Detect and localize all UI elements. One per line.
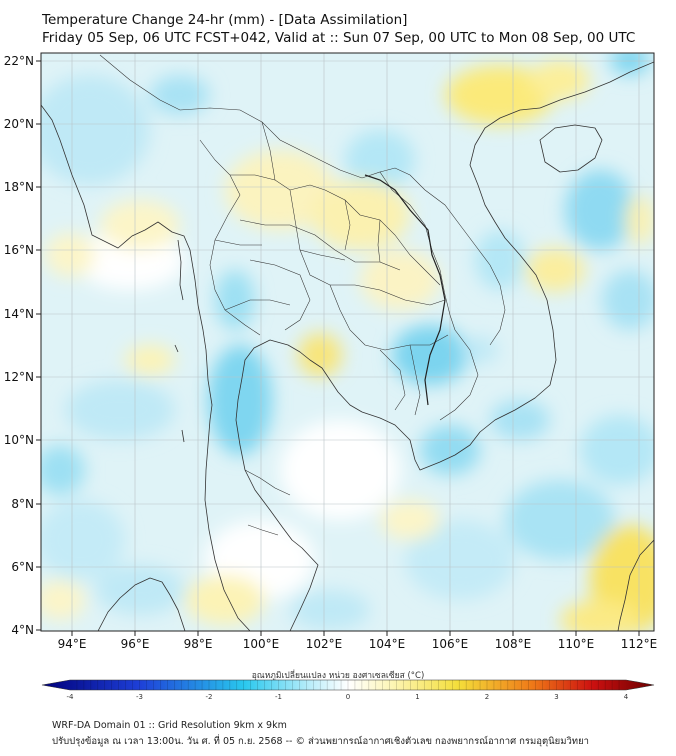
lat-label-10: 10°N (4, 433, 34, 447)
lat-label-14: 14°N (4, 307, 34, 321)
lat-label-22: 22°N (4, 54, 34, 68)
lon-label-110: 110°E (558, 637, 595, 651)
axis-ticks (36, 60, 640, 636)
map-subtitle: Friday 05 Sep, 06 UTC FCST+042, Valid at… (42, 30, 636, 46)
lat-label-16: 16°N (4, 243, 34, 257)
lat-label-20: 20°N (4, 117, 34, 131)
colorbar-title: อุณหภูมิเปลี่ยนแปลง หน่วย องศาเซลเซียส (… (251, 671, 425, 681)
mekong-border (364, 174, 446, 406)
lon-label-94: 94°E (58, 637, 87, 651)
lon-label-102: 102°E (306, 637, 343, 651)
lon-label-108: 108°E (495, 637, 532, 651)
map-frame (40, 52, 655, 632)
footer-update-info: ปรับปรุงข้อมูล ณ เวลา 13:00น. วัน ศ. ที่… (52, 736, 589, 747)
footer-model-info: WRF-DA Domain 01 :: Grid Resolution 9km … (52, 720, 287, 731)
lon-label-98: 98°E (184, 637, 213, 651)
map-title: Temperature Change 24-hr (mm) - [Data As… (42, 12, 408, 28)
lat-label-8: 8°N (11, 497, 34, 511)
lon-label-106: 106°E (432, 637, 469, 651)
lat-label-4: 4°N (11, 623, 34, 637)
lat-label-18: 18°N (4, 180, 34, 194)
lon-label-100: 100°E (243, 637, 280, 651)
coastlines (41, 61, 654, 631)
lat-label-6: 6°N (11, 560, 34, 574)
temperature-field (41, 53, 654, 631)
lon-label-96: 96°E (121, 637, 150, 651)
lon-label-104: 104°E (369, 637, 406, 651)
temperature-change-map: 22°N 20°N 18°N 16°N 14°N 12°N 10°N 8°N 6… (4, 52, 658, 651)
admin-borders (99, 54, 506, 536)
lat-label-12: 12°N (4, 370, 34, 384)
lat-lon-grid (41, 53, 654, 631)
lon-label-112: 112°E (621, 637, 658, 651)
